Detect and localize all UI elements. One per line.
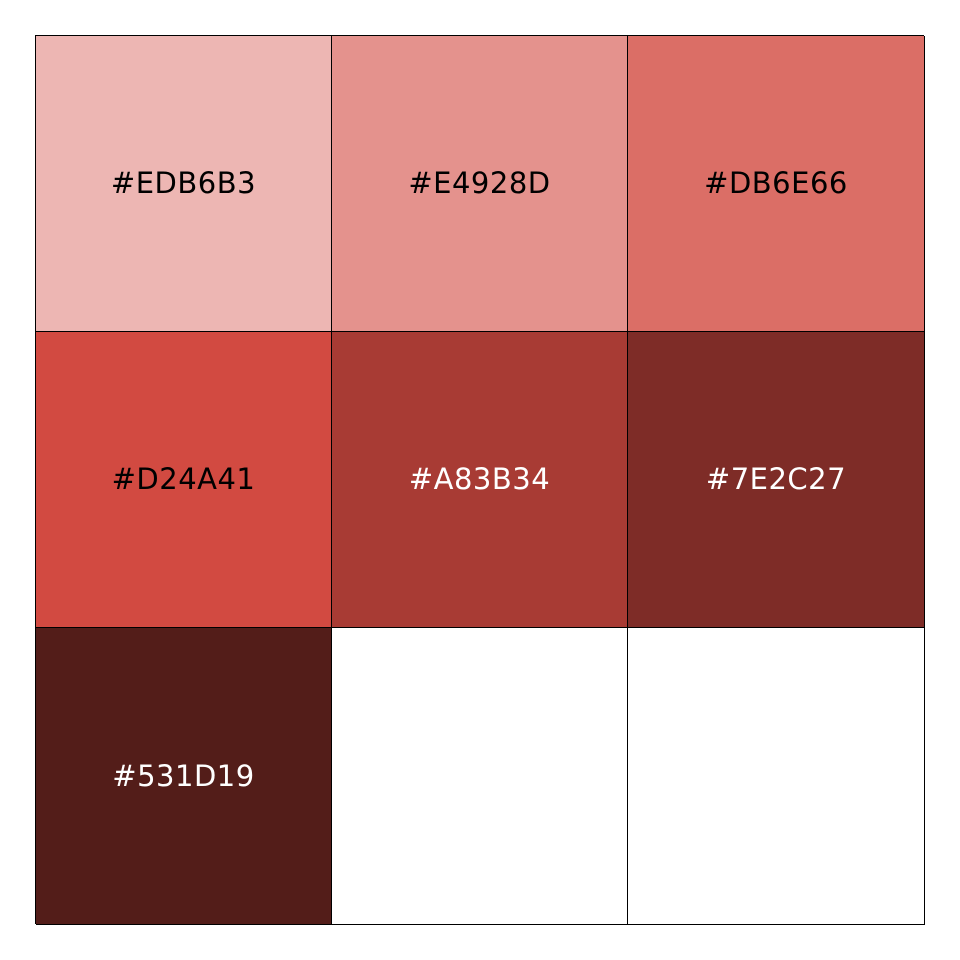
color-swatch: #531D19 <box>36 628 332 925</box>
swatch-hex-label: #531D19 <box>112 758 255 793</box>
swatch-hex-label: #D24A41 <box>111 462 256 496</box>
color-swatch: #A83B34 <box>332 332 628 628</box>
swatch-hex-label: #DB6E66 <box>704 166 848 200</box>
color-swatch: #EDB6B3 <box>36 36 332 332</box>
swatch-hex-label: #A83B34 <box>408 462 551 496</box>
palette-grid: #EDB6B3 #E4928D #DB6E66 #D24A41 #A83B34 … <box>35 35 925 925</box>
swatch-hex-label: #7E2C27 <box>705 462 847 496</box>
swatch-hex-label: #EDB6B3 <box>110 166 257 200</box>
color-swatch: #7E2C27 <box>628 332 925 628</box>
empty-swatch <box>628 628 925 925</box>
color-swatch: #DB6E66 <box>628 36 925 332</box>
color-swatch: #D24A41 <box>36 332 332 628</box>
empty-swatch <box>332 628 628 925</box>
color-swatch: #E4928D <box>332 36 628 332</box>
swatch-hex-label: #E4928D <box>408 166 551 200</box>
